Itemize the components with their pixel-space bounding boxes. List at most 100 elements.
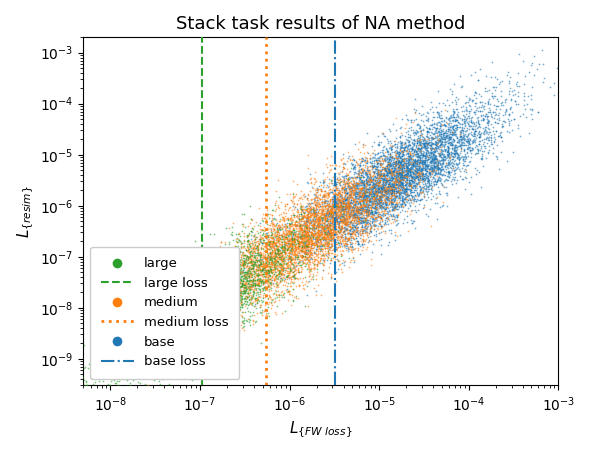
Point: [402, 146, 411, 153]
Point: [186, 305, 196, 312]
Point: [270, 247, 279, 254]
Point: [352, 173, 361, 180]
Point: [218, 344, 227, 351]
Point: [244, 284, 253, 291]
Point: [381, 188, 390, 196]
Point: [394, 189, 404, 196]
Point: [399, 195, 409, 202]
Point: [399, 200, 408, 207]
Point: [282, 241, 291, 248]
Point: [202, 306, 211, 314]
Point: [239, 326, 248, 333]
Point: [202, 335, 211, 342]
Point: [303, 222, 313, 229]
Point: [164, 323, 173, 330]
Point: [257, 234, 267, 241]
Point: [408, 155, 417, 163]
Point: [196, 264, 205, 271]
Point: [334, 223, 343, 230]
Point: [176, 327, 186, 335]
Point: [204, 269, 213, 276]
Point: [215, 250, 225, 257]
Point: [371, 157, 381, 164]
Point: [227, 281, 236, 288]
Point: [293, 214, 302, 221]
Point: [255, 240, 264, 247]
Point: [443, 168, 453, 176]
Point: [168, 306, 177, 313]
Point: [145, 306, 154, 313]
Point: [451, 146, 460, 153]
Point: [381, 209, 391, 217]
Point: [502, 157, 512, 164]
Point: [277, 220, 287, 227]
Point: [304, 272, 314, 280]
Point: [328, 181, 337, 188]
Point: [232, 310, 242, 317]
Point: [386, 167, 396, 174]
Point: [371, 194, 380, 202]
Point: [419, 143, 429, 150]
Point: [438, 142, 447, 149]
Point: [380, 132, 389, 139]
Point: [310, 192, 320, 199]
Point: [359, 217, 368, 224]
Point: [362, 194, 372, 201]
Point: [303, 213, 313, 221]
Point: [371, 188, 381, 196]
Point: [253, 248, 263, 256]
Point: [312, 189, 322, 196]
Point: [408, 188, 417, 196]
Point: [372, 169, 381, 177]
Point: [363, 208, 373, 216]
Point: [384, 180, 394, 188]
Point: [175, 307, 185, 314]
Point: [423, 186, 432, 193]
Point: [271, 242, 280, 250]
Point: [100, 355, 109, 362]
Point: [375, 218, 385, 226]
Point: [190, 314, 199, 321]
Point: [149, 321, 159, 328]
Point: [376, 157, 385, 164]
Point: [226, 311, 235, 319]
Point: [334, 193, 343, 200]
Point: [342, 194, 352, 201]
Point: [360, 202, 369, 209]
Point: [475, 127, 484, 134]
Point: [375, 178, 385, 186]
Point: [353, 203, 362, 211]
Point: [343, 242, 352, 249]
Point: [235, 269, 245, 276]
Point: [466, 117, 476, 124]
Point: [474, 90, 483, 98]
Point: [324, 209, 334, 217]
Point: [404, 191, 414, 198]
Point: [303, 205, 313, 212]
Point: [256, 238, 266, 245]
Point: [194, 331, 203, 339]
Point: [408, 158, 417, 165]
Point: [286, 228, 296, 236]
Point: [191, 283, 200, 291]
Point: [229, 293, 238, 300]
Point: [218, 281, 227, 288]
Point: [443, 127, 453, 134]
Point: [113, 371, 123, 379]
Point: [260, 291, 270, 298]
Point: [396, 177, 405, 184]
Point: [340, 261, 349, 268]
Point: [389, 206, 399, 213]
Point: [408, 188, 418, 196]
Point: [530, 71, 539, 79]
Point: [238, 317, 247, 325]
Point: [165, 290, 175, 297]
Point: [176, 303, 186, 311]
Point: [123, 350, 132, 357]
Point: [339, 219, 348, 226]
Point: [145, 310, 155, 317]
Point: [469, 131, 478, 138]
Point: [308, 272, 317, 280]
Point: [372, 190, 382, 197]
Point: [438, 155, 448, 163]
